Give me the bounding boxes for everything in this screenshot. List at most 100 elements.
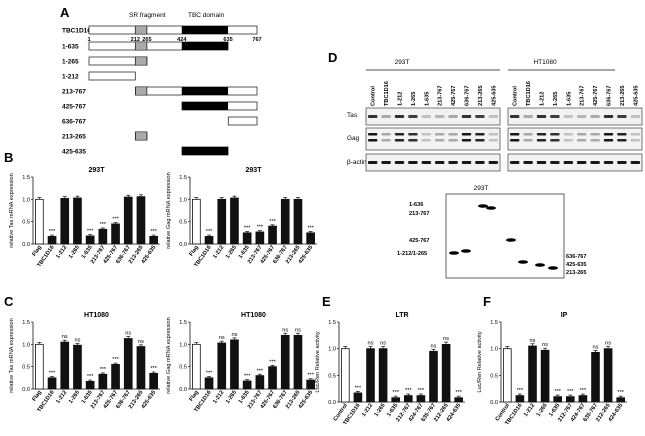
- x-tick-label: 1-265: [374, 403, 387, 418]
- bar: [591, 351, 600, 403]
- lane-label: Control: [371, 86, 377, 106]
- y-axis-label: Luc/Ren Relative activity: [315, 331, 321, 392]
- blot-band: [488, 133, 498, 136]
- significance-label: ns: [74, 337, 80, 343]
- bar: [123, 338, 133, 390]
- inset-label: 425-767: [409, 238, 430, 244]
- lane-label: 213-265: [478, 85, 484, 106]
- bar-chart: HT1080 relative Gag mRNA expression 0.0 0.5…: [166, 312, 317, 414]
- bar: [515, 395, 525, 403]
- y-tick-label: 0.0: [22, 387, 30, 393]
- significance-label: ***: [49, 229, 56, 235]
- significance-label: ***: [418, 388, 425, 394]
- inset-label: 636-767: [566, 254, 587, 260]
- y-tick-label: 1.0: [179, 197, 187, 203]
- significance-label: ***: [455, 390, 462, 396]
- chart-title: 293T: [246, 167, 263, 174]
- inset-band: [518, 260, 528, 264]
- chart-title: HT1080: [84, 312, 109, 319]
- bar: [268, 225, 277, 245]
- significance-label: ***: [257, 368, 264, 374]
- construct-label: 1-635: [62, 44, 79, 51]
- blot-band: [590, 115, 600, 118]
- significance-label: ***: [269, 359, 276, 365]
- lane-label: 425-767: [451, 85, 457, 106]
- bar: [242, 380, 252, 390]
- panel-letter-d: D: [328, 50, 337, 65]
- chart-title: 293T: [89, 167, 106, 174]
- bar: [35, 198, 44, 245]
- significance-label: ns: [138, 339, 144, 345]
- y-tick-label: 0.5: [22, 220, 30, 226]
- blot-band: [408, 161, 418, 164]
- y-tick-label: 1.5: [179, 320, 187, 326]
- x-tick-label: Flag: [188, 244, 200, 257]
- significance-label: ns: [231, 332, 237, 338]
- inset-band: [548, 266, 558, 270]
- blot-band: [523, 161, 533, 164]
- inset-band: [506, 238, 516, 242]
- y-tick-label: 0.5: [328, 373, 336, 379]
- x-tick-label: 1-212: [212, 390, 225, 405]
- blot-band: [421, 139, 431, 142]
- significance-label: ***: [567, 389, 574, 395]
- blot-strip: [507, 153, 643, 172]
- tbc-domain-segment: [181, 147, 229, 155]
- construct-label: 1-265: [62, 59, 79, 66]
- blot-band: [488, 115, 498, 118]
- tbc-domain-segment: [181, 26, 229, 34]
- bar-chart: 293T relative Gag mRNA expression 0.0 0.5 1.…: [166, 167, 317, 269]
- blot-band: [603, 139, 614, 142]
- lane-label: TBC1D16: [384, 81, 390, 106]
- panel-letter-a: A: [60, 5, 70, 20]
- y-tick-label: 1.0: [22, 197, 30, 203]
- bar: [60, 198, 70, 245]
- bar: [540, 349, 550, 403]
- chart-title: HT1080: [241, 312, 266, 319]
- bar: [603, 348, 613, 403]
- scale-label: 767: [252, 37, 261, 43]
- significance-label: ***: [307, 373, 314, 379]
- y-tick-label: 0.0: [22, 242, 30, 248]
- blot-band: [563, 133, 573, 136]
- blot-band: [394, 161, 405, 164]
- lane-label: 213-767: [438, 85, 444, 106]
- blot-band: [536, 139, 547, 142]
- bar: [280, 198, 290, 245]
- bar: [378, 348, 388, 403]
- blot-band: [563, 161, 573, 164]
- blot-band: [408, 115, 418, 118]
- cell-line-ht1080: HT1080: [533, 59, 557, 66]
- blot-band: [475, 139, 485, 142]
- bar: [111, 364, 120, 390]
- blot-band: [421, 115, 431, 118]
- blot-band: [368, 139, 378, 142]
- lane-label: 213-767: [580, 85, 586, 106]
- blot-band: [550, 161, 560, 164]
- significance-label: ***: [244, 225, 251, 231]
- inset-label: 1-636: [409, 202, 423, 208]
- bar: [149, 372, 158, 390]
- significance-label: ns: [62, 334, 68, 340]
- significance-label: ns: [219, 335, 225, 341]
- bar: [123, 196, 133, 245]
- significance-label: ***: [257, 225, 264, 231]
- construct-bar: [88, 25, 258, 35]
- significance-label: ***: [392, 390, 399, 396]
- bar: [366, 348, 375, 403]
- bar: [60, 341, 70, 390]
- y-tick-label: 1.0: [490, 347, 498, 353]
- blot-strip: [365, 153, 501, 172]
- blot-band: [394, 133, 405, 136]
- significance-label: ***: [112, 217, 119, 223]
- significance-label: ns: [282, 327, 288, 333]
- lane-label: 213-265: [620, 85, 626, 106]
- bar: [230, 197, 239, 245]
- lane-label: 425-767: [593, 85, 599, 106]
- blot-band: [475, 133, 485, 136]
- bar-chart: 293T relative Tas mRNA expression 0.0 0.5 1.…: [9, 167, 160, 269]
- domain-schematic: SR fragment TBC domain TBC1D16 1-635 1-265…: [62, 12, 262, 156]
- blot-band: [510, 139, 520, 142]
- construct-label: 213-767: [62, 89, 86, 96]
